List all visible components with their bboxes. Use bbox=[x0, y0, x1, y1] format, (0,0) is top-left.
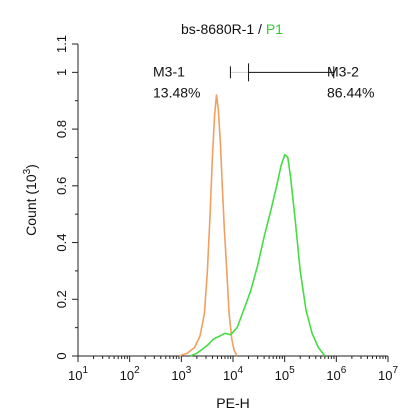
y-axis-label-exp: 3 bbox=[22, 168, 33, 174]
x-ticks: 101 102 103 104 105 106 107 bbox=[68, 356, 398, 383]
x-tick-label: 103 bbox=[171, 365, 191, 383]
x-axis-label: PE-H bbox=[216, 395, 249, 411]
y-tick-label: 0.4 bbox=[54, 234, 69, 252]
y-axis-label-close: ) bbox=[23, 164, 39, 169]
y-tick-label: 1 bbox=[54, 69, 69, 76]
histogram-line-1 bbox=[178, 94, 238, 357]
histogram-line-2 bbox=[190, 153, 326, 357]
title-sample: bs-8680R-1 bbox=[181, 21, 254, 37]
title-gate: P1 bbox=[266, 21, 283, 37]
x-tick-label: 106 bbox=[326, 365, 346, 383]
y-tick-label: 0.6 bbox=[54, 177, 69, 195]
y-tick-label: 0.2 bbox=[54, 290, 69, 308]
x-tick-label: 105 bbox=[275, 365, 295, 383]
x-tick-label: 104 bbox=[223, 365, 243, 383]
x-tick-label: 107 bbox=[378, 365, 398, 383]
gate-percent: 86.44% bbox=[327, 84, 374, 100]
svg-text:bs-8680R-1 / P1: bs-8680R-1 / P1 bbox=[181, 21, 283, 37]
histogram-series bbox=[178, 94, 326, 357]
x-tick-label: 102 bbox=[120, 365, 140, 383]
y-axis-label-main: Count (10 bbox=[23, 174, 39, 236]
gates: M3-1 13.48% M3-2 86.44% bbox=[153, 63, 374, 100]
gate-percent: 13.48% bbox=[153, 84, 200, 100]
y-tick-label: 0 bbox=[54, 352, 69, 359]
x-tick-label: 101 bbox=[68, 365, 88, 383]
y-axis-label: Count (103) bbox=[22, 164, 39, 236]
gate-name: M3-2 bbox=[327, 63, 359, 79]
chart-title: bs-8680R-1 / P1 bbox=[181, 21, 283, 37]
gate-name: M3-1 bbox=[153, 63, 185, 79]
y-tick-label: 0.8 bbox=[54, 120, 69, 138]
y-tick-label: 1.1 bbox=[54, 35, 69, 53]
y-ticks: 0 0.2 0.4 0.6 0.8 1 1.1 bbox=[54, 35, 78, 360]
title-separator: / bbox=[254, 21, 266, 37]
